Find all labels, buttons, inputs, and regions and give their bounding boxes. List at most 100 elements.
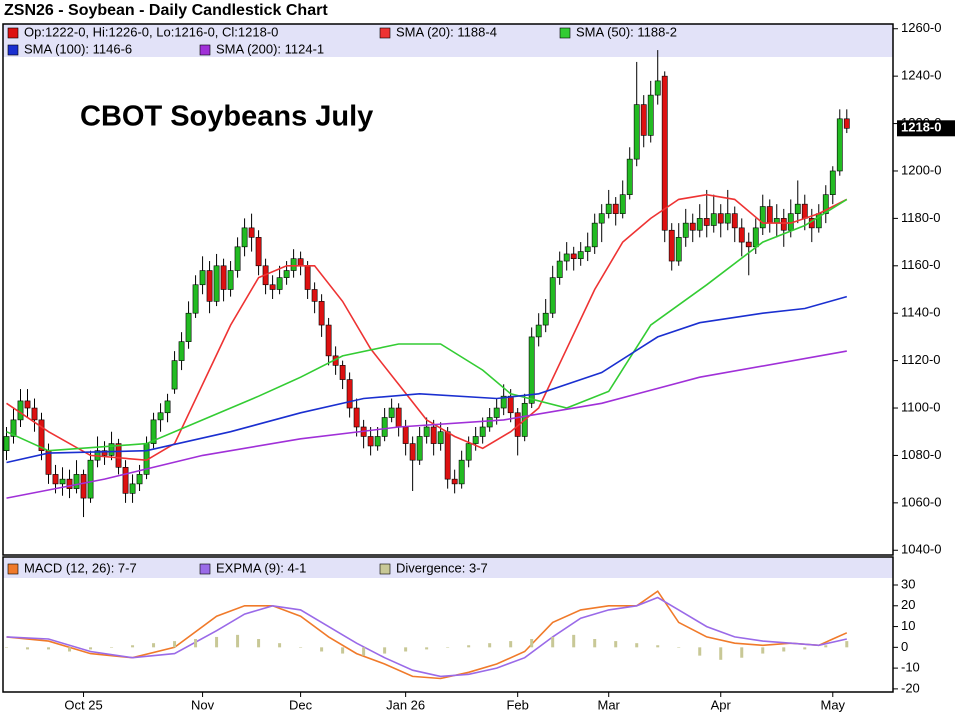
divergence-bar bbox=[593, 639, 597, 648]
candle-body bbox=[409, 443, 416, 461]
candle-body bbox=[227, 270, 234, 290]
y-tick-label: 1260-0 bbox=[901, 20, 941, 35]
candle-body bbox=[801, 203, 808, 219]
divergence-bar bbox=[68, 647, 72, 652]
candle-body bbox=[675, 237, 682, 262]
candle-body bbox=[577, 251, 584, 259]
candle-body bbox=[563, 253, 570, 262]
candle-body bbox=[297, 258, 304, 267]
last-price-label: 1218-0 bbox=[901, 120, 941, 135]
chart-title: ZSN26 - Soybean - Daily Candlestick Char… bbox=[4, 2, 328, 19]
divergence-bar bbox=[551, 636, 555, 648]
last-price-box bbox=[897, 120, 955, 137]
candle-body bbox=[500, 395, 507, 409]
series-line bbox=[6, 350, 847, 499]
divergence-bar bbox=[845, 641, 849, 648]
candle-body bbox=[556, 260, 563, 278]
divergence-bar bbox=[383, 647, 387, 654]
candle-body bbox=[486, 417, 493, 428]
divergence-bar bbox=[698, 647, 702, 656]
divergence-bar bbox=[761, 647, 765, 654]
candle-body bbox=[381, 417, 388, 437]
candle-body bbox=[87, 459, 94, 499]
candle-body bbox=[185, 312, 192, 342]
divergence-bar bbox=[425, 647, 429, 650]
candle-body bbox=[192, 284, 199, 314]
candle-body bbox=[108, 443, 115, 456]
divergence-bar bbox=[152, 643, 156, 648]
candle-body bbox=[171, 360, 178, 390]
y-tick-label: 1200-0 bbox=[901, 162, 941, 177]
y-tick-label: 1100-0 bbox=[901, 399, 941, 414]
legend-label: SMA (100): 1146-6 bbox=[24, 41, 132, 56]
series-line bbox=[6, 596, 847, 678]
candle-body bbox=[66, 478, 73, 489]
divergence-bar bbox=[509, 641, 513, 648]
y-tick-label: 1120-0 bbox=[901, 352, 941, 367]
series-line bbox=[6, 198, 848, 452]
legend-label: SMA (200): 1124-1 bbox=[216, 41, 324, 56]
y-tick-label: 1180-0 bbox=[901, 210, 941, 225]
divergence-bar bbox=[257, 639, 261, 648]
candle-body bbox=[24, 400, 31, 409]
candle-body bbox=[780, 218, 787, 231]
candle-body bbox=[619, 194, 626, 214]
candle-body bbox=[647, 94, 654, 136]
candle-body bbox=[423, 426, 430, 437]
series-line bbox=[6, 193, 848, 462]
divergence-bar bbox=[446, 647, 450, 648]
y-tick-label: 10 bbox=[901, 618, 915, 633]
candle-body bbox=[668, 229, 675, 262]
candle-body bbox=[605, 203, 612, 214]
candle-body bbox=[682, 222, 689, 238]
candle-body bbox=[430, 426, 437, 444]
candle-body bbox=[17, 400, 24, 421]
annotation: CBOT Soybeans July bbox=[80, 101, 373, 133]
candle-body bbox=[339, 365, 346, 380]
y-tick-label: -10 bbox=[901, 660, 920, 675]
divergence-bar bbox=[320, 647, 324, 652]
divergence-bar bbox=[299, 647, 303, 648]
candle-body bbox=[598, 213, 605, 224]
divergence-bar bbox=[89, 647, 93, 650]
candle-body bbox=[493, 407, 500, 418]
candle-body bbox=[836, 118, 843, 172]
candle-body bbox=[220, 265, 227, 290]
candle-body bbox=[689, 222, 696, 231]
divergence-bar bbox=[341, 647, 345, 654]
candle-body bbox=[318, 301, 325, 326]
legend-swatch bbox=[7, 44, 19, 56]
divergence-bar bbox=[194, 639, 198, 648]
candle-body bbox=[717, 213, 724, 224]
divergence-bar bbox=[635, 643, 639, 648]
y-tick-label: 30 bbox=[901, 576, 915, 591]
x-tick-label: Nov bbox=[191, 697, 215, 712]
candle-body bbox=[451, 478, 458, 485]
candle-body bbox=[101, 450, 108, 456]
candle-body bbox=[612, 203, 619, 214]
candle-body bbox=[745, 241, 752, 248]
candle-body bbox=[829, 170, 836, 195]
y-tick-label: -20 bbox=[901, 680, 920, 695]
candle-body bbox=[304, 265, 311, 290]
y-tick-label: 1080-0 bbox=[901, 447, 941, 462]
candle-body bbox=[724, 213, 731, 224]
candle-body bbox=[234, 246, 241, 271]
divergence-bar bbox=[467, 645, 471, 648]
candle-body bbox=[325, 324, 332, 357]
candle-body bbox=[157, 412, 164, 421]
candle-body bbox=[738, 227, 745, 243]
legend-swatch bbox=[7, 27, 19, 39]
legend-swatch bbox=[379, 563, 391, 575]
candle-body bbox=[822, 194, 829, 214]
candle-body bbox=[346, 379, 353, 409]
divergence-bar bbox=[740, 647, 744, 658]
candle-body bbox=[766, 206, 773, 224]
divergence-bar bbox=[215, 636, 219, 648]
candle-body bbox=[206, 270, 213, 302]
candle-body bbox=[10, 419, 17, 437]
candle-body bbox=[73, 474, 80, 489]
candle-body bbox=[528, 336, 535, 404]
y-tick-label: 1040-0 bbox=[901, 542, 941, 557]
